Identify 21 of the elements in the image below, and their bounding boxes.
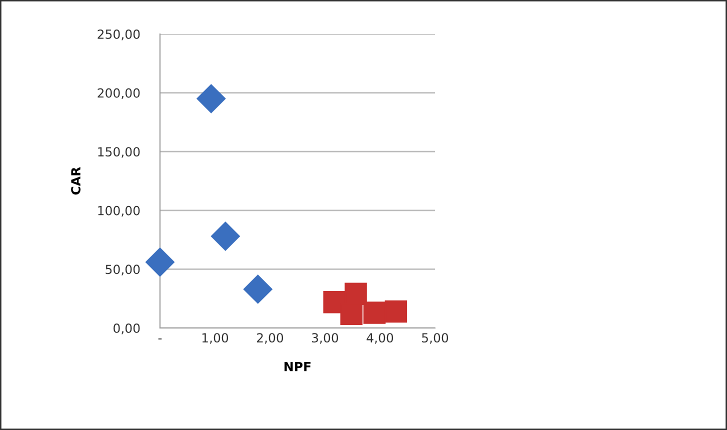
- point: [344, 282, 367, 306]
- point: [211, 222, 240, 251]
- y-tick-label: 50,00: [106, 264, 140, 276]
- point: [146, 248, 174, 277]
- point: [196, 84, 226, 114]
- x-tick-label: 2,00: [257, 333, 284, 344]
- y-tick-label: 100,00: [98, 206, 140, 217]
- y-tick-label: 0,00: [114, 323, 140, 334]
- x-tick-label: 3,00: [312, 333, 338, 344]
- y-tick-label: 150,00: [98, 147, 140, 158]
- x-tick-label: -: [158, 338, 162, 340]
- x-axis-title: NPF: [284, 362, 311, 372]
- point: [363, 302, 386, 324]
- x-tick-label: 5,00: [422, 333, 448, 344]
- y-axis-title: CAR: [71, 167, 81, 195]
- x-tick-label: 1,00: [202, 333, 228, 344]
- point: [243, 274, 272, 304]
- x-tick-label: 4,00: [366, 333, 394, 344]
- y-tick-label: 250,00: [98, 29, 140, 40]
- point: [384, 300, 408, 323]
- y-tick-label: 200,00: [98, 88, 140, 99]
